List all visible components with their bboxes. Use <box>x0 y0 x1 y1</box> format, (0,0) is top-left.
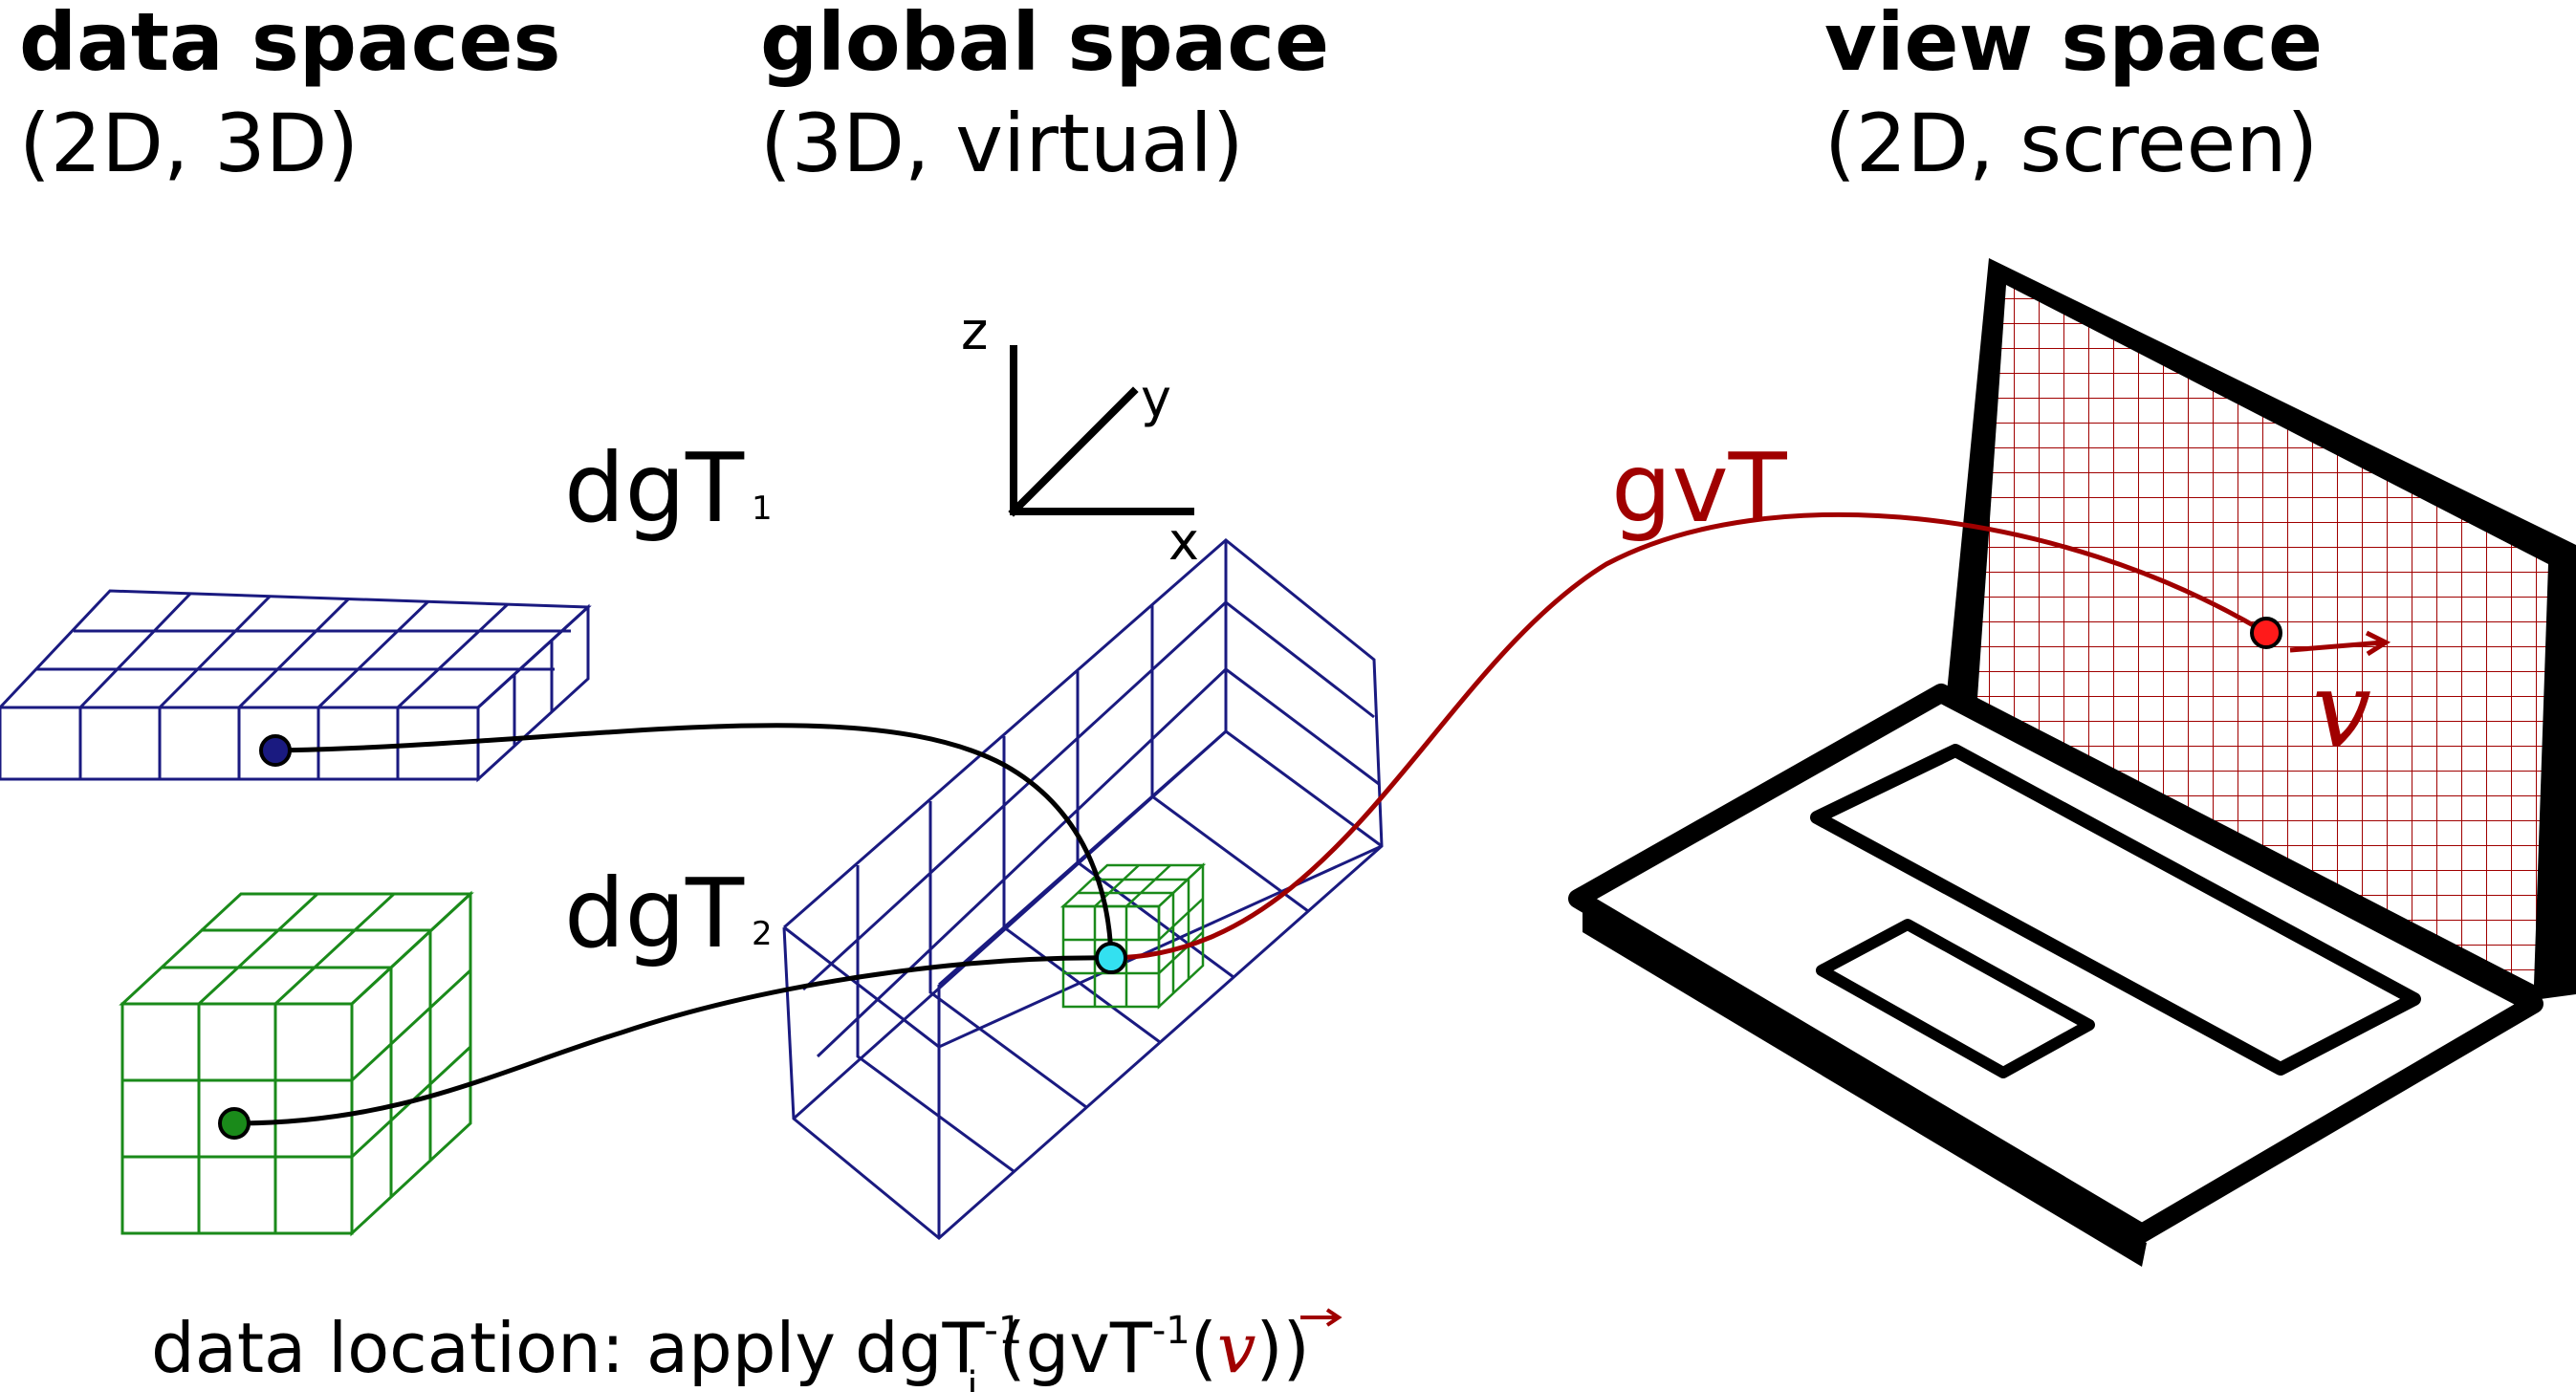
green-data-point <box>218 1107 251 1140</box>
coordinate-axes <box>1008 345 1194 517</box>
vector-v-label: v <box>2289 630 2391 771</box>
gvT-label: gvT <box>1611 432 1788 544</box>
data-spaces-header: data spaces (2D, 3D) <box>19 2 560 184</box>
global-space-header: global space (3D, virtual) <box>760 2 1329 184</box>
global-space-box <box>782 538 1384 1240</box>
dgT1-label: dgT 1 <box>564 432 773 544</box>
caption: data location: apply dgT-1 i (gvT-1(v)) <box>151 1308 1310 1392</box>
gvT-curve <box>1110 511 2268 961</box>
dgT2-label: dgT 2 <box>564 858 773 969</box>
global-point <box>1095 942 1127 974</box>
axis-x-label: x <box>1168 511 1199 572</box>
global-space-title: global space <box>760 0 1330 89</box>
caption-prefix: data location: apply <box>151 1308 836 1388</box>
view-space-header: view space (2D, screen) <box>1824 2 2323 184</box>
view-space-title: view space <box>1824 0 2323 89</box>
axis-y-label: y <box>1141 368 1171 428</box>
green-data-cube <box>119 890 474 1237</box>
dgT1-curve <box>274 723 1114 957</box>
vector-v-symbol: v <box>2312 648 2371 771</box>
dgT2-curve <box>233 955 1112 1126</box>
laptop <box>1568 258 2576 1267</box>
caption-v-arrow <box>1300 1308 1343 1327</box>
data-spaces-subtitle: (2D, 3D) <box>19 97 360 190</box>
axis-z-label: z <box>961 301 988 361</box>
blue-data-point <box>259 734 292 767</box>
data-spaces-title: data spaces <box>19 0 561 89</box>
global-space-subtitle: (3D, virtual) <box>760 97 1244 190</box>
blue-data-grid <box>0 589 592 783</box>
view-space-subtitle: (2D, screen) <box>1824 97 2319 190</box>
screen-point <box>2250 617 2282 649</box>
caption-v: v <box>1217 1308 1256 1388</box>
